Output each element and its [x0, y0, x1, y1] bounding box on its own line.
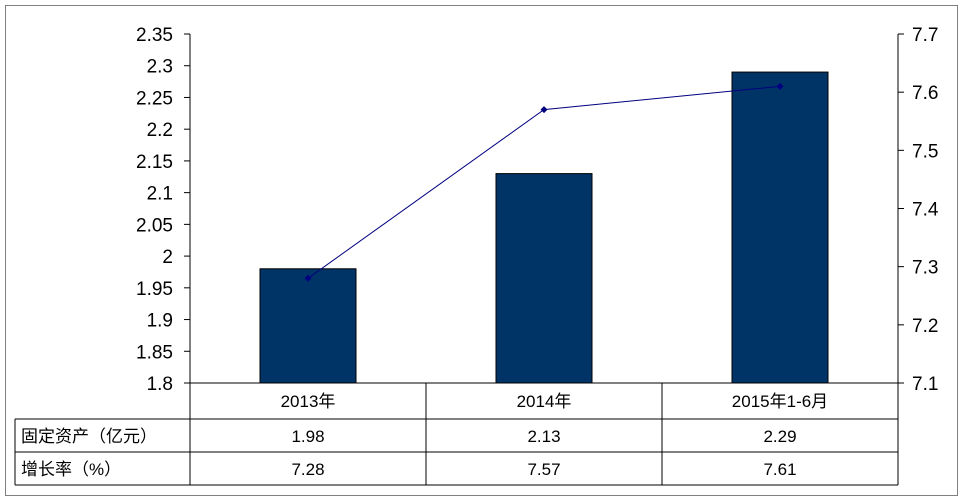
left-tick-label: 2.15: [136, 152, 173, 173]
category-label: 2014年: [517, 392, 572, 411]
left-tick-label: 1.85: [136, 342, 173, 363]
line-point: [540, 106, 548, 114]
table-row-label: 固定资产（亿元）: [21, 427, 157, 446]
left-tick-label: 2: [162, 247, 173, 268]
bar: [259, 268, 357, 384]
line-point: [776, 82, 784, 90]
right-tick-label: 7.7: [912, 25, 938, 46]
left-tick-label: 2.3: [147, 57, 173, 78]
table-cell-value: 7.28: [291, 460, 324, 479]
left-tick-label: 1.8: [147, 374, 173, 395]
line-layer: [304, 82, 784, 282]
table-cell-value: 7.57: [527, 460, 560, 479]
right-tick-label: 7.6: [912, 83, 938, 104]
right-tick-label: 7.1: [912, 374, 938, 395]
left-tick-label: 2.1: [147, 184, 173, 205]
left-tick-label: 1.95: [136, 279, 173, 300]
left-tick-label: 2.35: [136, 25, 173, 46]
category-label: 2013年: [281, 392, 336, 411]
table-cell-value: 1.98: [291, 427, 324, 446]
left-tick-label: 2.05: [136, 215, 173, 236]
table-cell-value: 2.29: [763, 427, 796, 446]
right-tick-label: 7.5: [912, 141, 938, 162]
bar: [495, 173, 593, 384]
axes-layer: 1.8 1.85 1.9 1.95 2 2.05 2.1 2.15 2.2 2.25 2.3 2.35…: [136, 25, 939, 395]
category-label: 2015年1-6月: [732, 392, 828, 411]
left-tick-label: 2.2: [147, 120, 173, 141]
right-tick-label: 7.2: [912, 316, 938, 337]
bars-layer: [259, 71, 829, 384]
table-row-label: 增长率（%）: [21, 460, 121, 479]
line-point: [304, 274, 312, 282]
table-cell-value: 2.13: [527, 427, 560, 446]
table-cell-value: 7.61: [763, 460, 796, 479]
left-tick-label: 2.25: [136, 88, 173, 109]
left-tick-label: 1.9: [147, 311, 173, 332]
bar: [731, 71, 829, 384]
right-tick-label: 7.3: [912, 258, 938, 279]
right-tick-label: 7.4: [912, 200, 939, 221]
